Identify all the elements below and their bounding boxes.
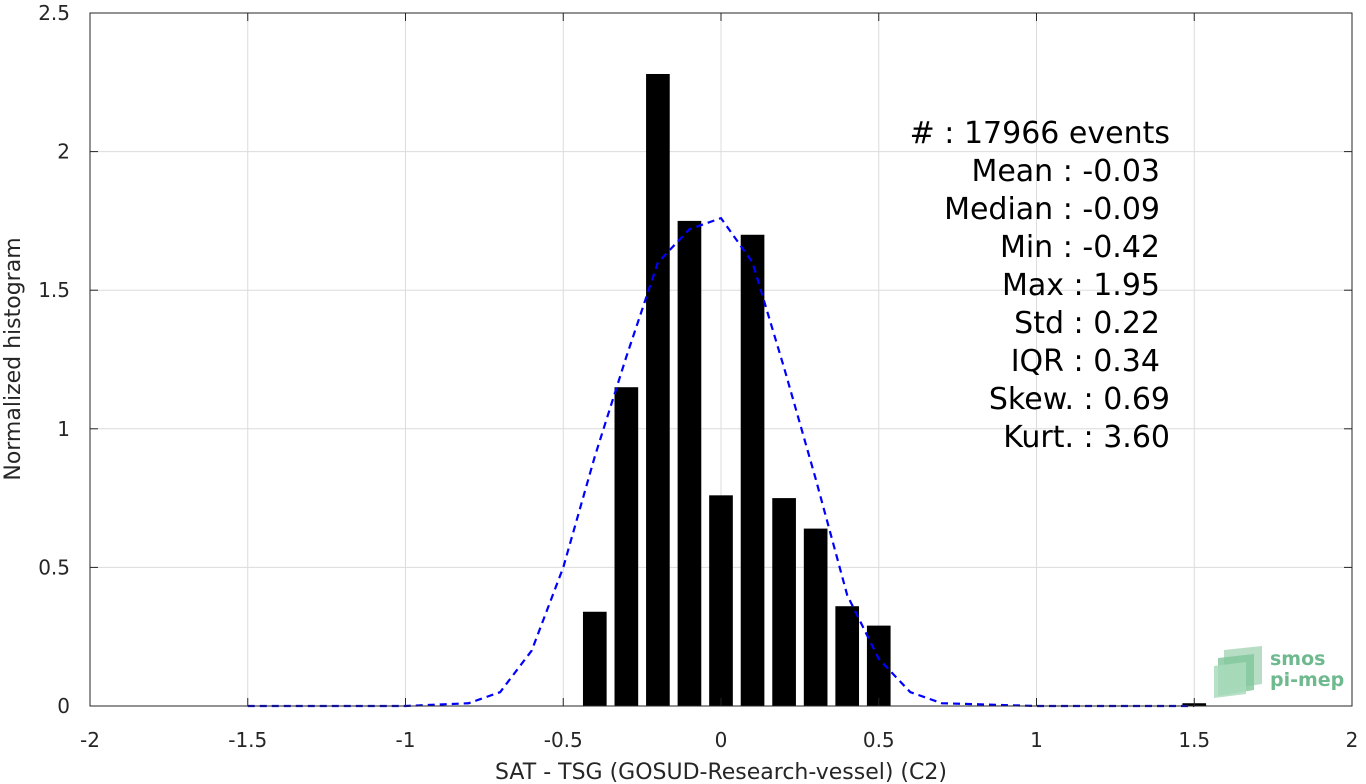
stat-line: Min : -0.42 bbox=[1000, 230, 1160, 265]
histogram-bar bbox=[709, 495, 733, 706]
x-tick-label: 1 bbox=[1030, 728, 1043, 752]
y-axis-ticks: 0 0.5 1 1.5 2 2.5 bbox=[38, 1, 1352, 718]
y-tick-label: 0.5 bbox=[38, 555, 70, 579]
stat-line: IQR : 0.34 bbox=[1011, 344, 1160, 379]
y-tick-label: 1 bbox=[57, 417, 70, 441]
histogram-bar bbox=[646, 73, 670, 706]
histogram-bar bbox=[677, 220, 702, 706]
logo-text-smos: smos bbox=[1270, 648, 1325, 670]
histogram-bar bbox=[582, 611, 607, 706]
x-tick-label: -2 bbox=[80, 728, 100, 752]
y-tick-label: 2 bbox=[57, 140, 70, 164]
y-axis-label: Normalized histogram bbox=[1, 237, 26, 480]
x-tick-label: -1.5 bbox=[228, 728, 267, 752]
stat-line: Mean : -0.03 bbox=[971, 154, 1160, 189]
histogram-bar bbox=[803, 528, 828, 706]
histogram-bar bbox=[866, 625, 891, 706]
smos-pimep-logo: smos pi-mep bbox=[1214, 646, 1344, 698]
stat-line: Kurt. : 3.60 bbox=[1003, 420, 1170, 455]
histogram-bar bbox=[772, 498, 796, 706]
x-tick-label: 2 bbox=[1346, 728, 1359, 752]
histogram-bar bbox=[835, 606, 860, 706]
y-tick-label: 2.5 bbox=[38, 1, 70, 25]
stat-line: Std : 0.22 bbox=[1014, 306, 1160, 341]
y-tick-label: 0 bbox=[57, 694, 70, 718]
stat-line: Skew. : 0.69 bbox=[989, 382, 1170, 417]
stat-line: Max : 1.95 bbox=[1002, 268, 1160, 303]
histogram-bars bbox=[582, 73, 1207, 706]
stat-line: Median : -0.09 bbox=[944, 192, 1160, 227]
x-tick-label: -1 bbox=[396, 728, 416, 752]
histogram-bar bbox=[614, 387, 639, 706]
logo-text-pimep: pi-mep bbox=[1270, 669, 1344, 691]
x-tick-label: 1.5 bbox=[1178, 728, 1210, 752]
x-tick-label: 0 bbox=[715, 728, 728, 752]
x-tick-label: 0.5 bbox=[863, 728, 895, 752]
x-tick-label: -0.5 bbox=[544, 728, 583, 752]
stat-line: # : 17966 events bbox=[910, 116, 1170, 151]
histogram-bar bbox=[740, 234, 765, 706]
x-axis-label: SAT - TSG (GOSUD-Research-vessel) (C2) bbox=[495, 760, 947, 784]
y-tick-label: 1.5 bbox=[38, 278, 70, 302]
x-axis-ticks: -2 -1.5 -1 -0.5 0 0.5 1 1.5 2 bbox=[80, 13, 1358, 752]
